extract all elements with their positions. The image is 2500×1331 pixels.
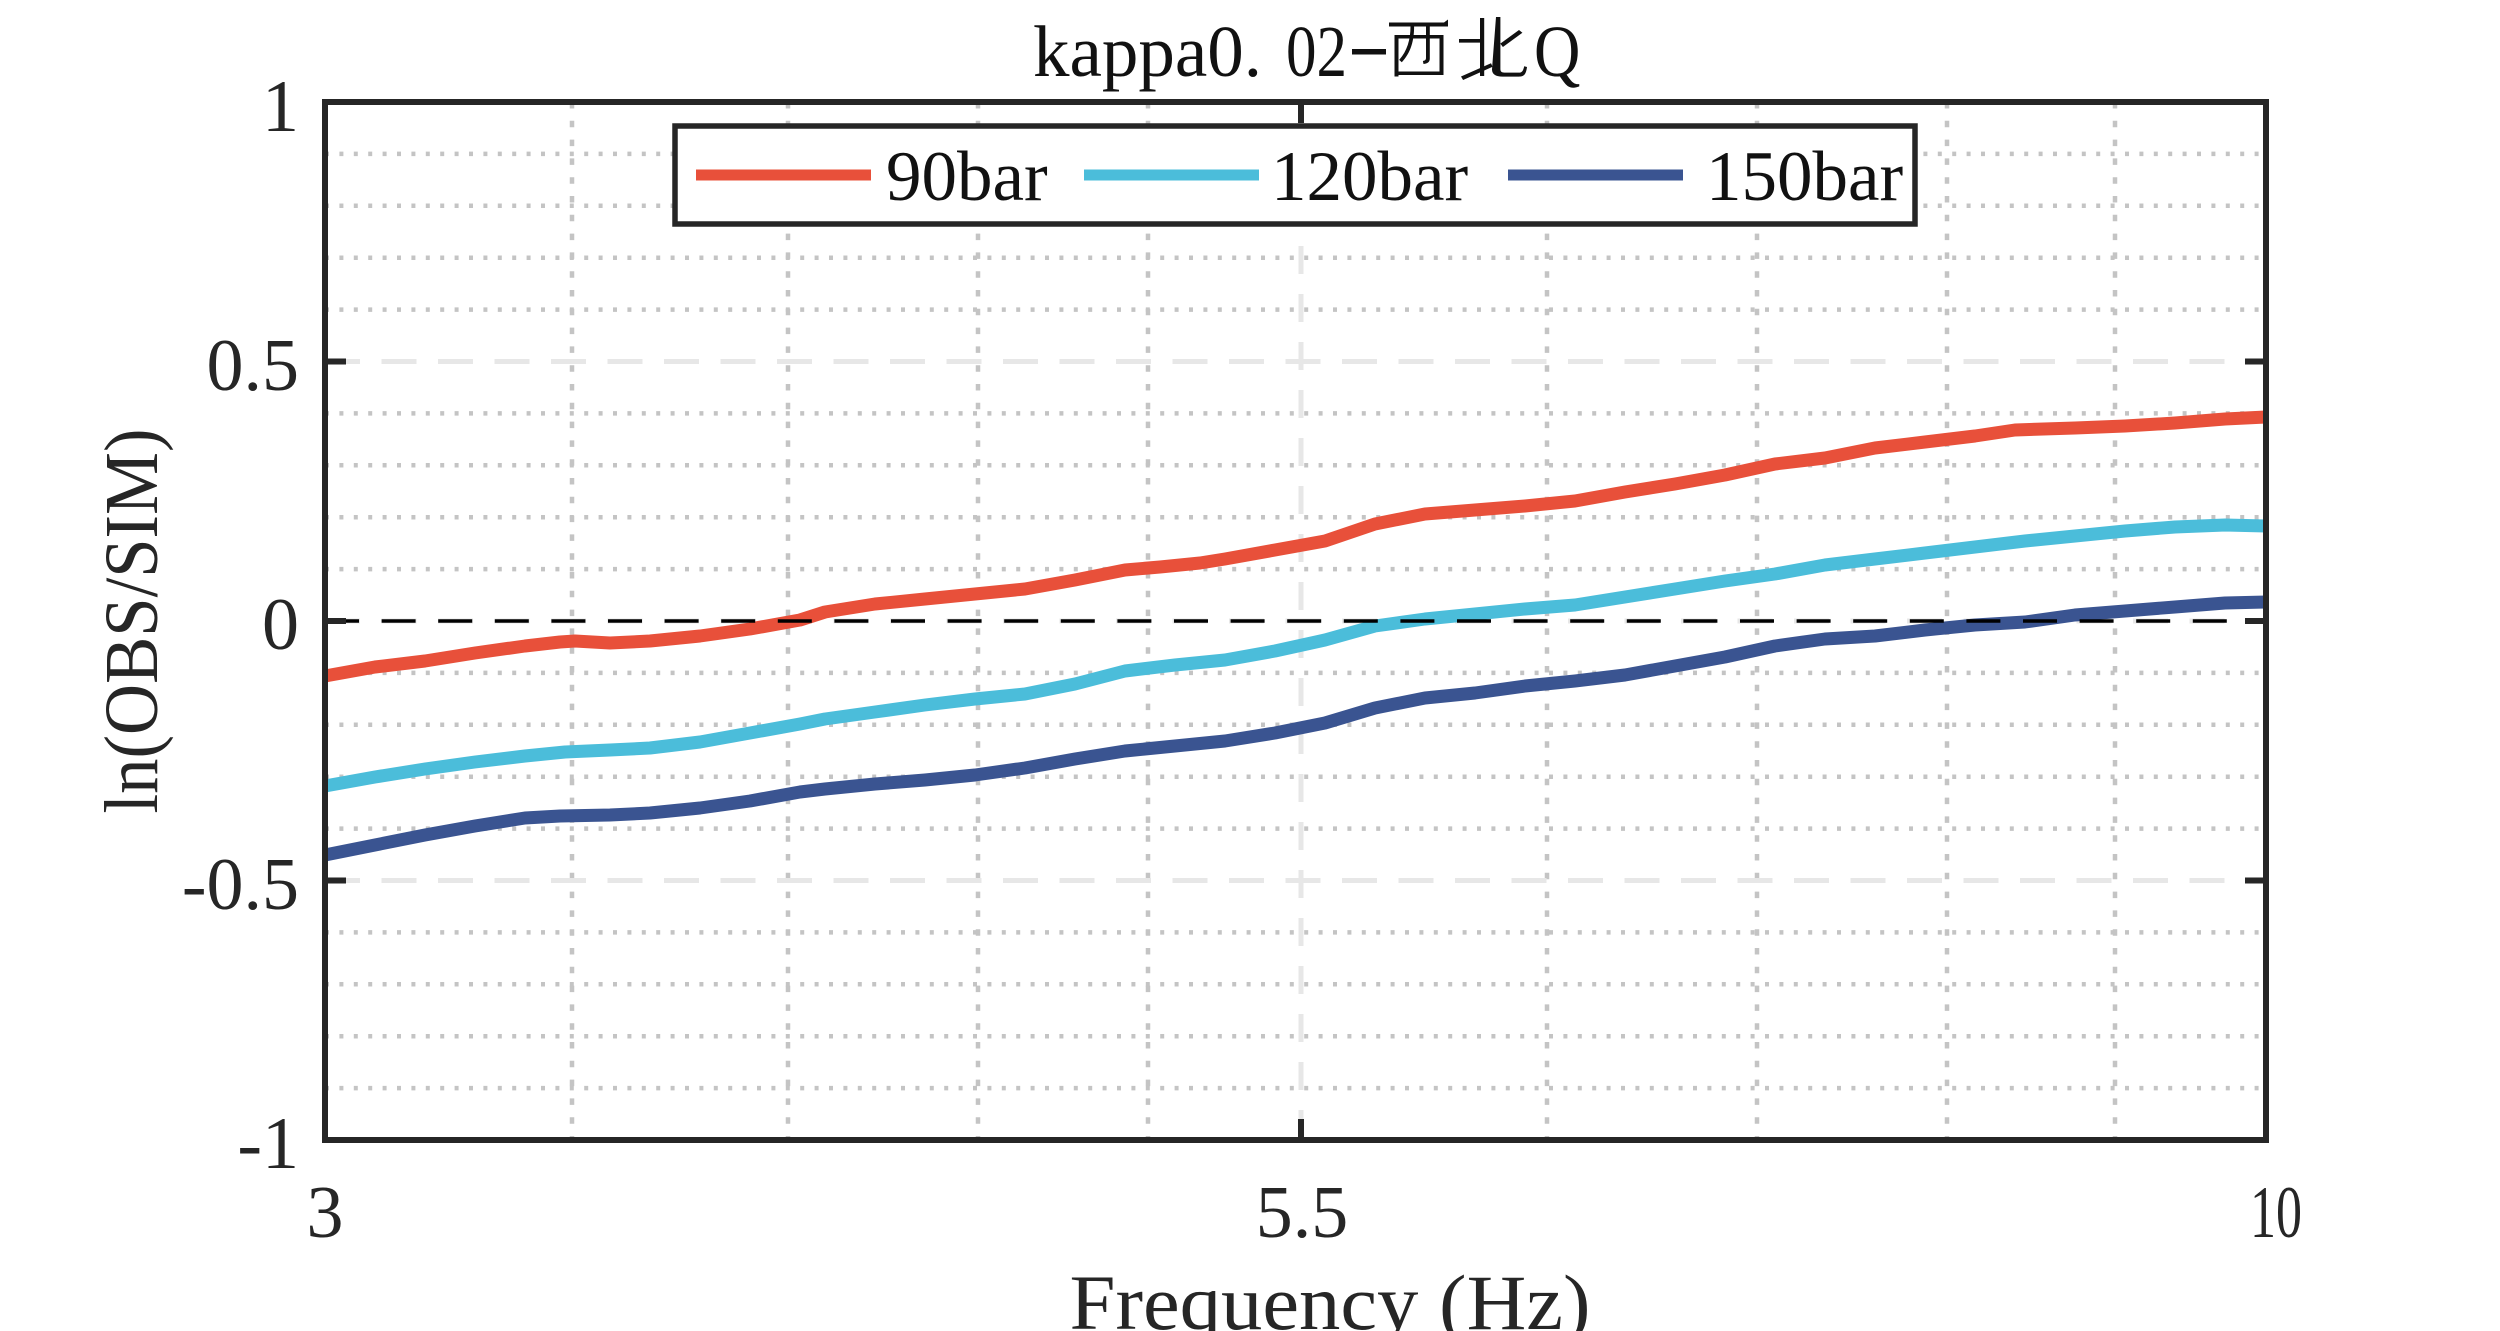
svg-text:Frequency (Hz): Frequency (Hz) — [1070, 1259, 1591, 1331]
svg-text:kappa0.: kappa0. — [1033, 11, 1262, 92]
svg-text:0: 0 — [262, 584, 299, 666]
svg-text:Q: Q — [1534, 11, 1580, 92]
svg-text:-1: -1 — [237, 1103, 299, 1185]
svg-text:1: 1 — [262, 66, 299, 148]
svg-text:3: 3 — [307, 1172, 344, 1254]
svg-text:120bar: 120bar — [1271, 138, 1469, 216]
svg-text:ln(OBS/SIM): ln(OBS/SIM) — [90, 429, 174, 814]
svg-text:150bar: 150bar — [1706, 138, 1904, 216]
svg-text:-0.5: -0.5 — [182, 844, 299, 926]
svg-text:5.5: 5.5 — [1256, 1172, 1349, 1254]
svg-text:90bar: 90bar — [886, 138, 1048, 216]
svg-text:02: 02 — [1286, 11, 1347, 92]
svg-text:10: 10 — [2250, 1172, 2302, 1254]
svg-text:0.5: 0.5 — [207, 325, 300, 407]
